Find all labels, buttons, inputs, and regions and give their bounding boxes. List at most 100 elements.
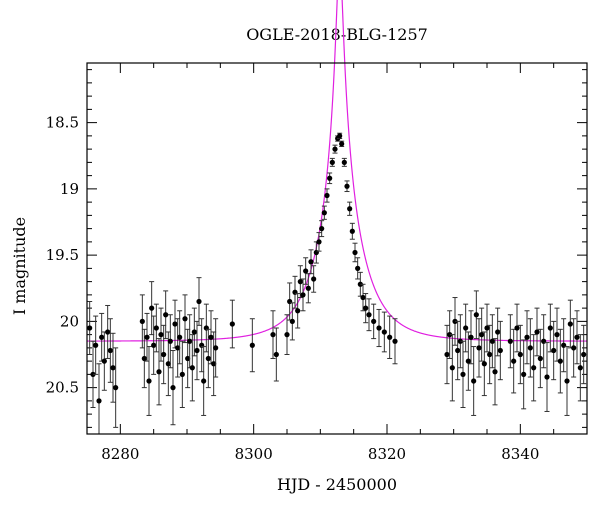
data-point <box>211 331 217 397</box>
data-point <box>527 318 533 378</box>
data-point <box>577 334 583 402</box>
data-point <box>270 310 276 359</box>
data-point <box>107 318 113 383</box>
data-point <box>376 308 382 348</box>
data-point <box>329 157 335 167</box>
data-point <box>158 307 164 362</box>
data-point <box>191 307 197 357</box>
x-tick-label: 8300 <box>235 445 273 463</box>
data-point <box>344 180 350 193</box>
data-point <box>177 310 183 365</box>
data-point <box>303 257 309 285</box>
data-point <box>305 273 311 304</box>
data-point <box>531 334 537 402</box>
data-point <box>457 314 463 369</box>
data-point <box>468 310 474 365</box>
data-point <box>153 303 159 353</box>
data-point <box>179 340 185 408</box>
data-point <box>452 297 458 346</box>
data-point <box>339 140 345 147</box>
data-point <box>551 320 557 381</box>
data-point <box>517 324 523 385</box>
data-point <box>444 324 450 385</box>
data-point <box>141 328 147 389</box>
chart-title: OGLE-2018-BLG-1257 <box>246 25 428 44</box>
data-point <box>567 299 573 349</box>
y-tick-label: 18.5 <box>46 114 79 132</box>
data-point <box>455 320 461 381</box>
data-point <box>465 331 471 391</box>
data-point <box>473 290 479 340</box>
data-point <box>187 314 193 369</box>
data-point <box>471 346 477 416</box>
y-axis-title: I magnitude <box>10 217 29 315</box>
data-point <box>564 346 570 416</box>
data-point <box>327 172 333 185</box>
data-point <box>449 334 455 402</box>
data-point <box>324 188 330 203</box>
data-point <box>185 328 191 389</box>
data-point <box>557 328 563 394</box>
data-point <box>321 205 327 220</box>
data-point <box>371 303 377 340</box>
data-point <box>534 307 540 357</box>
y-tick-label: 19 <box>60 180 79 198</box>
data-point <box>347 201 353 216</box>
data-point <box>151 315 157 375</box>
data-point <box>360 283 366 312</box>
data-point <box>463 303 469 353</box>
data-point <box>113 347 119 428</box>
data-point <box>313 241 319 264</box>
data-point <box>156 338 162 406</box>
data-point <box>308 249 314 275</box>
x-axis-title: HJD - 2450000 <box>277 475 397 494</box>
data-points <box>87 132 587 435</box>
x-tick-label: 8340 <box>501 445 539 463</box>
data-point <box>139 294 145 349</box>
data-point <box>547 303 553 353</box>
data-point <box>352 242 358 263</box>
data-point <box>460 340 466 408</box>
data-point <box>229 299 235 349</box>
data-point <box>487 324 493 385</box>
data-point <box>581 324 587 385</box>
data-point <box>311 265 317 293</box>
data-point <box>182 294 188 344</box>
data-point <box>524 310 530 365</box>
data-point <box>175 318 181 378</box>
data-point <box>273 327 279 382</box>
data-point <box>507 314 513 369</box>
data-point <box>101 331 107 391</box>
data-point <box>381 311 387 353</box>
data-point <box>90 340 96 408</box>
data-point <box>87 301 93 355</box>
data-point <box>249 318 255 373</box>
data-point <box>284 314 290 355</box>
data-point <box>201 346 207 416</box>
data-point <box>492 338 498 406</box>
plot-frame <box>86 62 588 435</box>
data-point <box>495 307 501 357</box>
data-point <box>213 318 219 378</box>
x-axis: 8280 8300 8320 8340 <box>86 63 588 463</box>
data-point <box>571 318 577 378</box>
data-point <box>194 320 200 381</box>
x-tick-label: 8280 <box>101 445 139 463</box>
data-point <box>163 290 169 340</box>
data-point <box>167 314 173 369</box>
y-tick-label: 19.5 <box>46 246 79 264</box>
data-point <box>170 350 176 426</box>
data-point <box>93 315 99 375</box>
data-point <box>349 222 355 240</box>
data-point <box>341 157 347 167</box>
data-point <box>332 144 338 154</box>
data-point <box>447 310 453 359</box>
model-curve <box>87 0 587 342</box>
data-point <box>481 331 487 397</box>
data-point <box>337 132 343 140</box>
data-point <box>205 328 211 389</box>
data-point <box>511 328 517 394</box>
data-point <box>497 320 503 381</box>
data-point <box>489 314 495 369</box>
